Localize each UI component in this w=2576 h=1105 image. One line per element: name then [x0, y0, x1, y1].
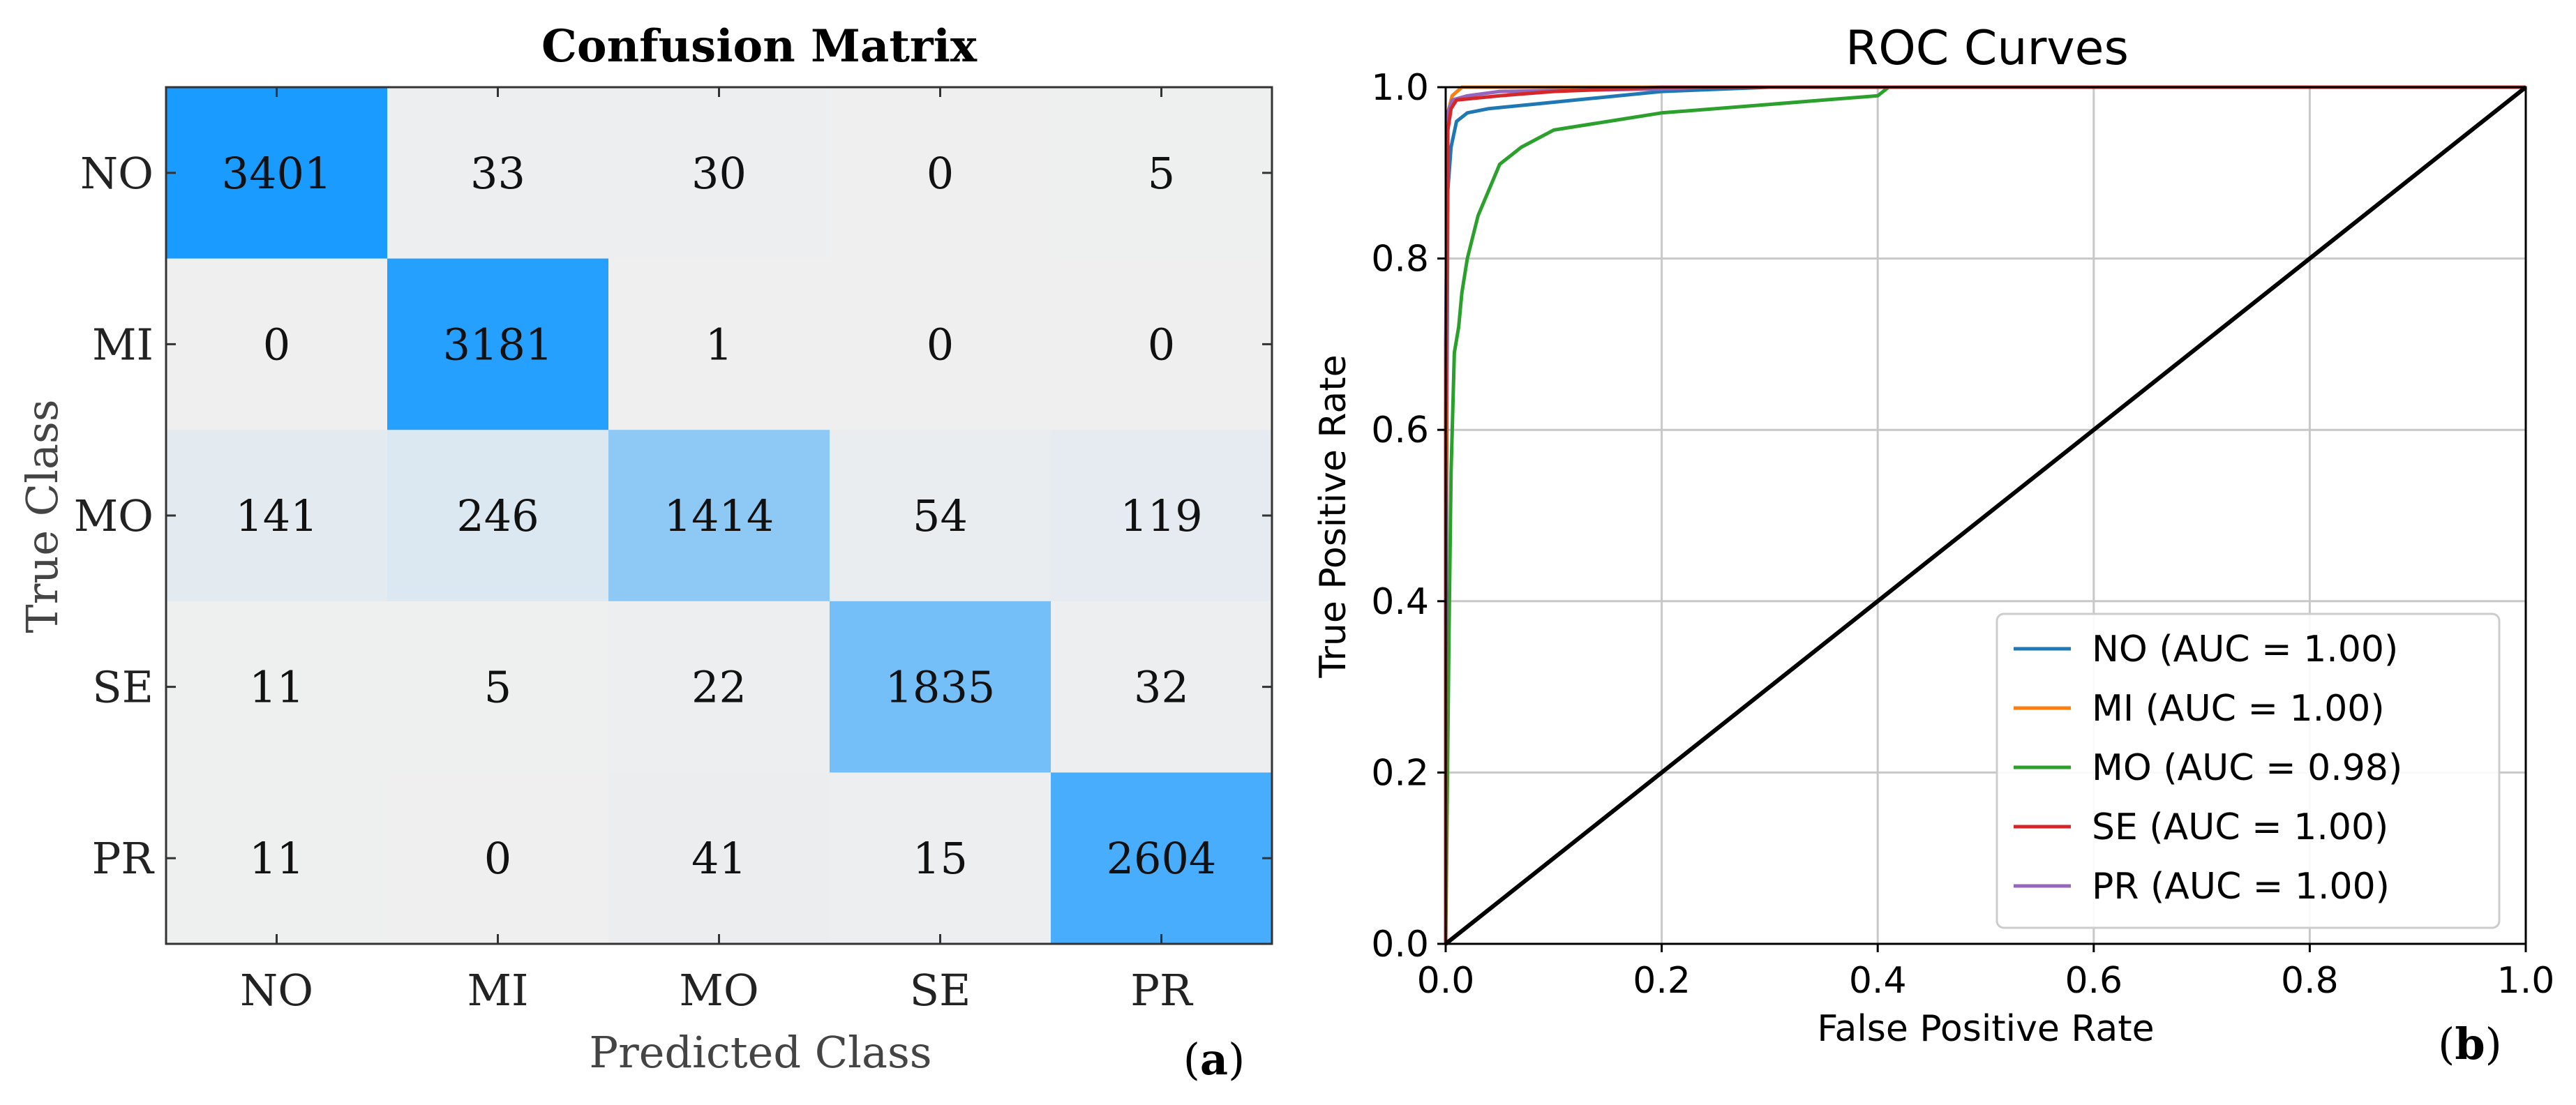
roc-legend-label-no: NO (AUC = 1.00): [2092, 629, 2398, 670]
cm-cell: [166, 87, 388, 260]
cm-y-tick-label: PR: [92, 833, 156, 884]
cm-y-tick-label: SE: [92, 662, 153, 713]
roc-y-tick-label: 0.2: [1371, 752, 1429, 794]
cm-cell: [1051, 772, 1273, 945]
roc-x-tick-label: 0.2: [1633, 960, 1691, 1002]
cm-cell: [608, 87, 830, 260]
cm-cell-value: 33: [470, 148, 525, 199]
roc-legend-label-mo: MO (AUC = 0.98): [2092, 747, 2402, 789]
roc-frame: [1444, 86, 2527, 945]
cm-cell-value: 0: [927, 148, 954, 199]
cm-cell-value: 1835: [885, 662, 996, 713]
cm-cell-value: 15: [913, 833, 968, 884]
cm-x-tick-label: MO: [679, 965, 758, 1016]
cm-x-tick-label: NO: [240, 965, 313, 1016]
cm-cell: [387, 258, 609, 430]
cm-x-tick-label: PR: [1130, 965, 1194, 1016]
cm-cell: [166, 772, 388, 945]
cm-cell-value: 11: [249, 833, 304, 884]
roc-line-chance: [1444, 85, 2527, 946]
roc-legend-label-mi: MI (AUC = 1.00): [2092, 688, 2385, 730]
cm-cell: [166, 601, 388, 773]
cm-cell-value: 0: [484, 833, 511, 884]
cm-cell: [1051, 258, 1273, 430]
cm-cell-value: 1: [705, 319, 733, 370]
cm-cell: [830, 430, 1051, 602]
cm-cell: [830, 601, 1051, 773]
cm-cell: [1051, 601, 1273, 773]
cm-cell-value: 3401: [222, 148, 332, 199]
cm-cell-value: 30: [691, 148, 747, 199]
cm-cell-value: 3181: [443, 319, 553, 370]
cm-cell: [166, 258, 388, 430]
cm-panel-label: (a): [1183, 1034, 1245, 1085]
cm-cell-value: 0: [263, 319, 290, 370]
cm-cell-value: 32: [1134, 662, 1189, 713]
cm-y-tick-label: MI: [92, 319, 153, 370]
cm-cell-value: 0: [927, 319, 954, 370]
roc-x-tick-label: 1.0: [2497, 960, 2555, 1002]
roc-legend-label-pr: PR (AUC = 1.00): [2092, 866, 2390, 908]
cm-y-tick-label: MO: [74, 490, 153, 541]
roc-panel-label: (b): [2438, 1018, 2502, 1069]
roc-title: ROC Curves: [1845, 21, 2129, 76]
confusion-matrix-panel: Confusion Matrix 3401 33 30 0 5 0 3181 1 0 0 141 24…: [17, 20, 1273, 1085]
roc-y-tick-label: 0.0: [1371, 924, 1429, 965]
cm-cell: [608, 258, 830, 430]
cm-ylabel: True Class: [17, 399, 68, 633]
cm-cell-value: 1414: [664, 490, 774, 541]
cm-cell: [166, 430, 388, 602]
cm-cell: [608, 772, 830, 945]
cm-x-tick-label: MI: [467, 965, 529, 1016]
cm-y-tick-label: NO: [80, 148, 153, 199]
cm-xlabel: Predicted Class: [589, 1027, 931, 1078]
roc-x-tick-label: 0.4: [1849, 960, 1907, 1002]
cm-cell-value: 54: [913, 490, 968, 541]
cm-cell-value: 2604: [1107, 833, 1217, 884]
cm-title: Confusion Matrix: [541, 20, 978, 73]
cm-cell: [1051, 430, 1273, 602]
cm-cell-value: 141: [235, 490, 317, 541]
roc-ylabel: True Positive Rate: [1312, 354, 1354, 678]
cm-cell: [1051, 87, 1273, 260]
cm-cell-value: 41: [691, 833, 747, 884]
cm-cell-value: 119: [1120, 490, 1202, 541]
cm-cell: [830, 772, 1051, 945]
roc-legend: NO (AUC = 1.00) MI (AUC = 1.00) MO (AUC = …: [1995, 612, 2501, 929]
cm-cell: [830, 87, 1051, 260]
cm-cell-value: 246: [456, 490, 539, 541]
roc-y-tick-label: 0.4: [1371, 581, 1429, 623]
roc-xlabel: False Positive Rate: [1817, 1008, 2154, 1050]
roc-y-tick-label: 0.8: [1371, 239, 1429, 280]
cm-x-tick-label: SE: [910, 965, 971, 1016]
roc-x-tick-label: 0.6: [2065, 960, 2122, 1002]
roc-line-mo: [1444, 85, 2526, 945]
roc-curves-panel: ROC Curves 0.0 0.2 0.4 0.6 0.8 1.0 0.0 0.2 0.4 0.…: [1312, 21, 2554, 1069]
cm-cell: [387, 772, 609, 945]
roc-y-tick-label: 1.0: [1371, 67, 1429, 109]
cm-cell: [608, 601, 830, 773]
cm-cell: [387, 601, 609, 773]
roc-x-tick-label: 0.0: [1417, 960, 1475, 1002]
cm-cell-value: 22: [691, 662, 747, 713]
cm-cell: [830, 258, 1051, 430]
roc-legend-box: [1995, 612, 2501, 929]
cm-cell: [387, 87, 609, 260]
cm-cell-value: 11: [249, 662, 304, 713]
cm-cell-value: 0: [1148, 319, 1175, 370]
roc-legend-label-se: SE (AUC = 1.00): [2092, 806, 2388, 848]
roc-x-tick-label: 0.8: [2281, 960, 2339, 1002]
cm-cell: [387, 430, 609, 602]
cm-cell: [608, 430, 830, 602]
cm-cell-value: 5: [484, 662, 511, 713]
roc-y-tick-label: 0.6: [1371, 409, 1429, 451]
cm-cell-value: 5: [1148, 148, 1175, 199]
